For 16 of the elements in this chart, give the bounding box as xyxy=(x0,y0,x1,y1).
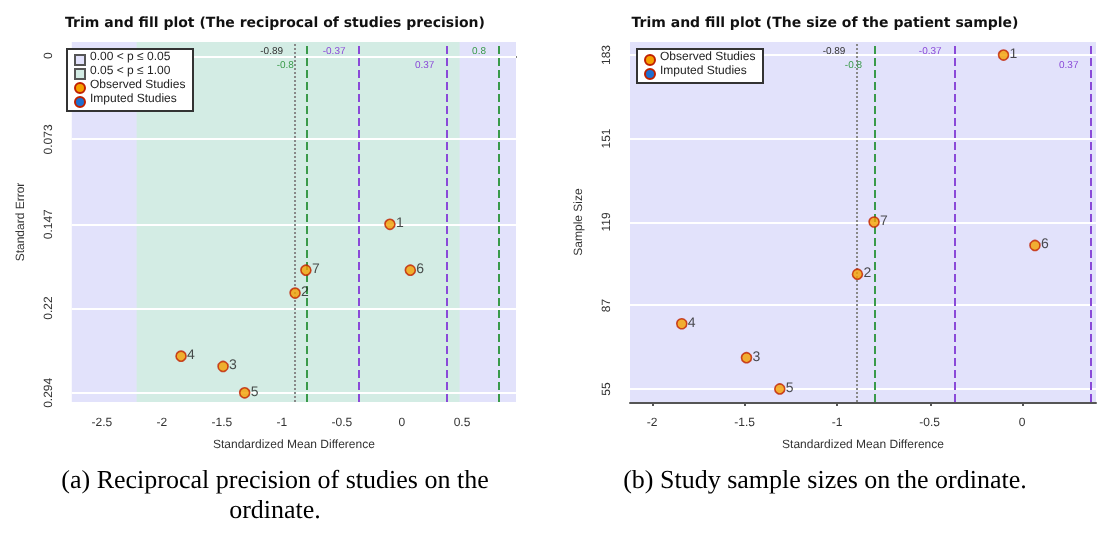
point xyxy=(675,317,688,330)
point xyxy=(868,216,880,228)
text: (a) Reciprocal precision of studies on the ordinate. xyxy=(59,464,491,524)
text: (b) Study sample sizes on the ordinate. xyxy=(621,464,1029,494)
point xyxy=(384,218,396,231)
point xyxy=(851,268,864,280)
point xyxy=(774,383,786,395)
point xyxy=(740,351,753,364)
point xyxy=(289,287,301,299)
point xyxy=(217,360,229,373)
point xyxy=(175,350,187,362)
point xyxy=(238,387,251,399)
point xyxy=(1029,239,1041,252)
point xyxy=(300,264,312,276)
point xyxy=(404,264,417,276)
point xyxy=(997,49,1010,61)
